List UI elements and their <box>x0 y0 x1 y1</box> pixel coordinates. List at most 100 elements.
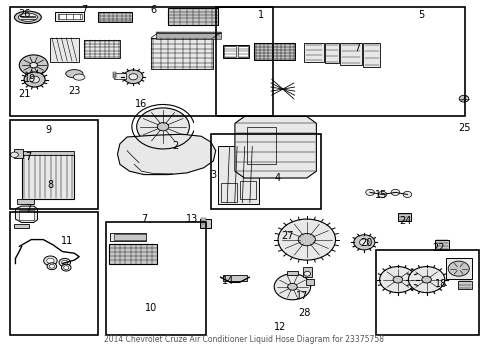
Ellipse shape <box>18 13 38 21</box>
Bar <box>376 250 478 336</box>
Text: 9: 9 <box>45 125 51 135</box>
Bar <box>167 8 218 25</box>
Text: 19: 19 <box>23 74 36 84</box>
Circle shape <box>30 62 38 68</box>
Circle shape <box>157 123 168 131</box>
Circle shape <box>353 235 374 250</box>
Bar <box>218 145 258 204</box>
Circle shape <box>402 192 411 198</box>
Bar <box>113 75 115 76</box>
Text: 20: 20 <box>360 238 372 248</box>
Text: 8: 8 <box>47 180 53 190</box>
Text: 18: 18 <box>434 279 446 289</box>
Bar <box>201 222 206 223</box>
Bar <box>223 45 249 58</box>
Text: 15: 15 <box>374 190 386 200</box>
Circle shape <box>278 219 335 260</box>
Circle shape <box>274 274 310 300</box>
Circle shape <box>136 108 189 145</box>
Circle shape <box>392 276 402 283</box>
Text: 14: 14 <box>221 276 233 285</box>
Circle shape <box>11 152 18 158</box>
Bar <box>10 7 273 117</box>
Polygon shape <box>16 206 38 222</box>
Bar <box>286 271 298 275</box>
Bar <box>55 12 84 21</box>
Circle shape <box>447 261 468 276</box>
Text: 28: 28 <box>298 308 310 318</box>
Text: 7: 7 <box>81 5 87 15</box>
Text: 12: 12 <box>274 322 286 332</box>
Circle shape <box>359 239 368 246</box>
Circle shape <box>43 256 57 266</box>
Bar <box>15 224 29 228</box>
Bar <box>303 267 311 277</box>
Bar <box>215 7 464 117</box>
Bar <box>445 258 471 279</box>
Text: 11: 11 <box>61 236 73 246</box>
Bar <box>19 210 34 220</box>
Text: 21: 21 <box>18 89 30 99</box>
Circle shape <box>458 95 468 102</box>
Text: 10: 10 <box>144 303 157 313</box>
Text: 25: 25 <box>458 123 470 134</box>
Circle shape <box>365 189 374 195</box>
Bar <box>397 213 410 221</box>
Bar <box>305 279 313 285</box>
Bar <box>110 233 146 241</box>
Circle shape <box>304 271 310 276</box>
Text: 7: 7 <box>25 153 31 162</box>
Text: 3: 3 <box>210 170 216 180</box>
Circle shape <box>129 74 137 80</box>
Text: 5: 5 <box>418 10 424 19</box>
Bar <box>220 183 237 202</box>
Circle shape <box>287 283 297 290</box>
Bar <box>363 43 379 67</box>
Bar <box>457 281 471 289</box>
Bar <box>210 134 321 209</box>
Text: 17: 17 <box>295 291 307 301</box>
Circle shape <box>123 70 142 84</box>
Text: 24: 24 <box>398 216 410 226</box>
Text: 7: 7 <box>353 43 360 53</box>
Polygon shape <box>117 134 215 175</box>
Bar <box>113 76 115 78</box>
Circle shape <box>47 263 57 270</box>
Bar <box>21 154 74 199</box>
Polygon shape <box>234 117 316 178</box>
Ellipse shape <box>73 74 85 80</box>
Circle shape <box>47 258 54 264</box>
Bar <box>238 46 247 57</box>
Bar <box>151 38 213 68</box>
Circle shape <box>24 72 45 87</box>
Bar <box>17 199 34 204</box>
Bar <box>223 275 246 281</box>
Bar <box>224 46 236 57</box>
Bar <box>201 218 206 220</box>
Bar <box>201 225 206 227</box>
Text: 4: 4 <box>274 173 281 183</box>
Text: 7: 7 <box>25 204 31 214</box>
Bar <box>254 43 294 60</box>
Text: 6: 6 <box>150 5 156 15</box>
Bar <box>114 73 126 79</box>
Text: 23: 23 <box>68 86 81 96</box>
Circle shape <box>379 267 415 293</box>
Bar <box>15 149 23 158</box>
Bar <box>58 14 81 19</box>
Text: 13: 13 <box>185 214 198 224</box>
Text: 22: 22 <box>431 243 444 253</box>
Bar <box>21 150 74 155</box>
Circle shape <box>298 233 315 246</box>
Bar <box>434 240 447 250</box>
Bar <box>304 43 323 62</box>
Bar <box>200 219 210 228</box>
Text: 2014 Chevrolet Cruze Air Conditioner Liquid Hose Diagram for 23375758: 2014 Chevrolet Cruze Air Conditioner Liq… <box>104 335 384 344</box>
Bar <box>10 120 98 209</box>
Bar <box>109 244 157 264</box>
Text: 16: 16 <box>135 99 147 109</box>
Circle shape <box>421 276 430 283</box>
Circle shape <box>61 264 71 271</box>
Circle shape <box>407 267 444 293</box>
Bar <box>156 32 221 39</box>
